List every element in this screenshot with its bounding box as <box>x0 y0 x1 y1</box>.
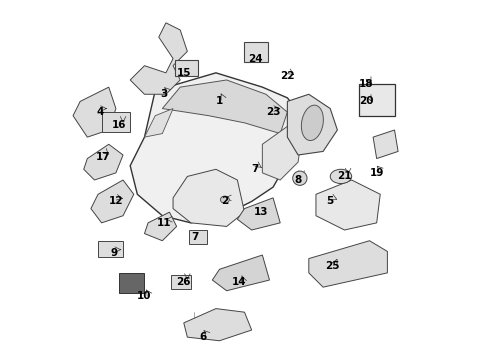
FancyBboxPatch shape <box>175 60 198 76</box>
Text: 20: 20 <box>358 96 372 107</box>
FancyBboxPatch shape <box>244 42 267 62</box>
Text: 22: 22 <box>280 71 294 81</box>
Polygon shape <box>83 144 123 180</box>
Text: 6: 6 <box>200 332 206 342</box>
Text: 26: 26 <box>176 277 191 287</box>
Polygon shape <box>130 73 301 223</box>
FancyBboxPatch shape <box>189 230 206 244</box>
Polygon shape <box>308 241 386 287</box>
Polygon shape <box>183 309 251 341</box>
Polygon shape <box>287 94 337 155</box>
Polygon shape <box>237 198 280 230</box>
Polygon shape <box>173 169 244 226</box>
Ellipse shape <box>292 171 306 185</box>
Polygon shape <box>262 126 301 180</box>
FancyBboxPatch shape <box>171 275 190 289</box>
Polygon shape <box>91 180 134 223</box>
Polygon shape <box>73 87 116 137</box>
FancyBboxPatch shape <box>98 241 123 257</box>
Text: 7: 7 <box>190 232 198 242</box>
Ellipse shape <box>220 196 229 203</box>
Text: 2: 2 <box>221 197 228 206</box>
Text: 12: 12 <box>108 197 123 206</box>
Polygon shape <box>144 109 173 137</box>
FancyBboxPatch shape <box>102 112 130 132</box>
Text: 19: 19 <box>369 168 383 178</box>
Text: 17: 17 <box>96 152 110 162</box>
Text: 16: 16 <box>112 120 126 130</box>
Text: 23: 23 <box>265 107 280 117</box>
Polygon shape <box>144 212 176 241</box>
Text: 5: 5 <box>326 197 333 206</box>
Text: 24: 24 <box>247 54 262 64</box>
Ellipse shape <box>301 105 323 140</box>
Text: 1: 1 <box>215 96 223 107</box>
Text: 10: 10 <box>137 291 151 301</box>
Text: 13: 13 <box>253 207 267 217</box>
Polygon shape <box>212 255 269 291</box>
Text: 18: 18 <box>358 78 372 89</box>
Polygon shape <box>372 130 397 158</box>
Polygon shape <box>162 80 287 134</box>
Text: 9: 9 <box>110 248 118 258</box>
FancyBboxPatch shape <box>119 273 144 293</box>
Text: 7: 7 <box>251 164 258 174</box>
Polygon shape <box>130 23 187 94</box>
Text: 21: 21 <box>337 171 351 181</box>
Text: 8: 8 <box>294 175 301 185</box>
Text: 3: 3 <box>160 89 167 99</box>
Text: 15: 15 <box>176 68 191 78</box>
Text: 4: 4 <box>96 107 103 117</box>
Polygon shape <box>315 180 380 230</box>
Text: 14: 14 <box>231 277 246 287</box>
FancyBboxPatch shape <box>358 84 394 116</box>
Text: 25: 25 <box>324 261 339 271</box>
Text: 11: 11 <box>157 218 171 228</box>
Ellipse shape <box>329 169 351 184</box>
